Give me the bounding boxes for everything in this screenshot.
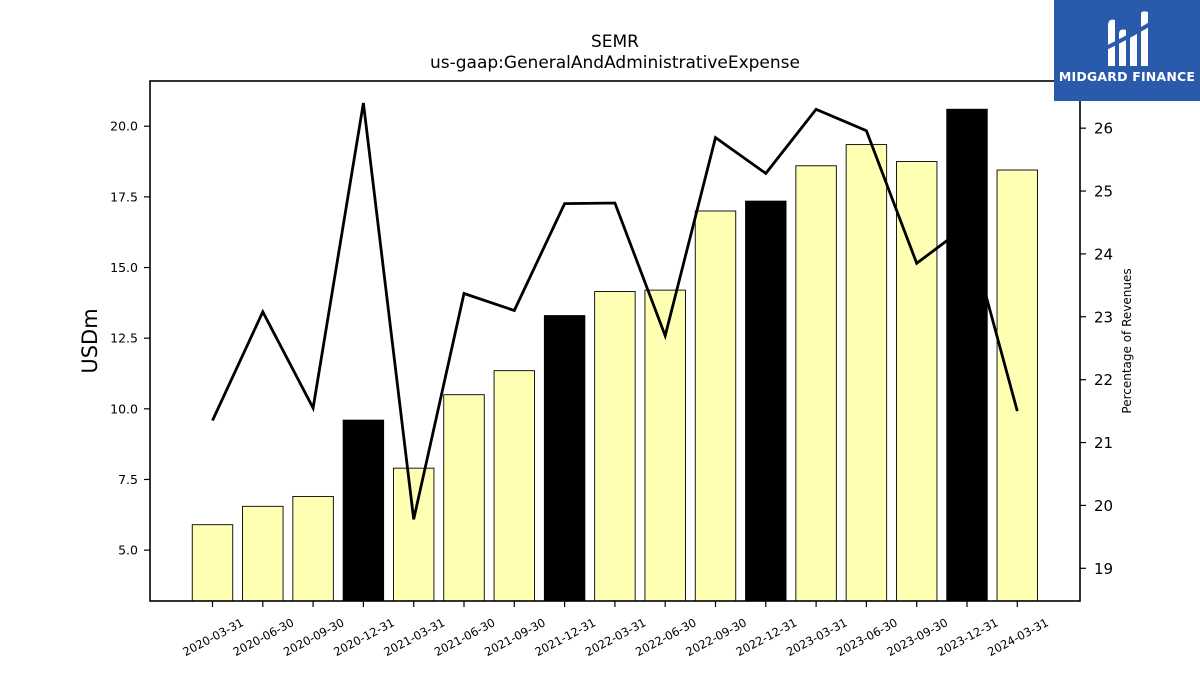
y2-tick-label: 25 xyxy=(1094,183,1113,201)
bar xyxy=(493,370,535,602)
y2-tick-label: 23 xyxy=(1094,308,1113,326)
y-tick-label: 7.5 xyxy=(118,472,138,487)
bar xyxy=(543,315,586,602)
bar xyxy=(996,169,1038,602)
y2-tick-label: 19 xyxy=(1094,560,1113,578)
y2-tick-label: 21 xyxy=(1094,434,1113,452)
midgard-m-logo-icon xyxy=(1105,11,1152,67)
bar xyxy=(946,108,988,602)
y2-tick-label: 20 xyxy=(1094,497,1113,515)
bar xyxy=(845,144,888,602)
bar-series xyxy=(191,108,1038,602)
x-axis: 2020-03-312020-06-302020-09-302020-12-31… xyxy=(180,601,1051,659)
y2-axis-label: Percentage of Revenues xyxy=(1120,268,1134,413)
y-axis-left: 5.0 7.5 10.0 12.5 15.0 17.5 20.0 xyxy=(110,119,150,558)
bar xyxy=(694,210,737,602)
chart-title: SEMR xyxy=(590,32,639,52)
bar xyxy=(292,495,334,602)
bar xyxy=(342,419,385,602)
y-tick-label: 15.0 xyxy=(110,260,138,275)
y2-tick-label: 26 xyxy=(1094,120,1113,138)
bar xyxy=(644,289,686,602)
midgard-finance-logo[interactable]: MIDGARD FINANCE xyxy=(1054,0,1200,101)
line-series xyxy=(211,102,1019,520)
bar xyxy=(191,524,234,602)
bar xyxy=(745,200,787,602)
y-axis-right: 19 20 21 22 23 24 25 26 xyxy=(1080,120,1113,578)
y-tick-label: 10.0 xyxy=(110,401,138,416)
y-tick-label: 12.5 xyxy=(110,331,138,346)
chart-subtitle: us-gaap:GeneralAndAdministrativeExpense xyxy=(430,53,800,73)
y-axis-label: USDm xyxy=(78,308,102,373)
bar xyxy=(795,165,837,602)
bar xyxy=(896,161,938,602)
bar xyxy=(594,291,636,602)
y-tick-label: 5.0 xyxy=(118,543,138,558)
logo-text: MIDGARD FINANCE xyxy=(1058,69,1196,84)
line-path xyxy=(211,102,1019,520)
y-tick-label: 17.5 xyxy=(110,189,138,204)
y-tick-label: 20.0 xyxy=(110,119,138,134)
y2-tick-label: 24 xyxy=(1094,245,1113,263)
bar xyxy=(393,467,435,602)
bar xyxy=(443,394,485,602)
y2-tick-label: 22 xyxy=(1094,371,1113,389)
bar xyxy=(242,505,284,602)
